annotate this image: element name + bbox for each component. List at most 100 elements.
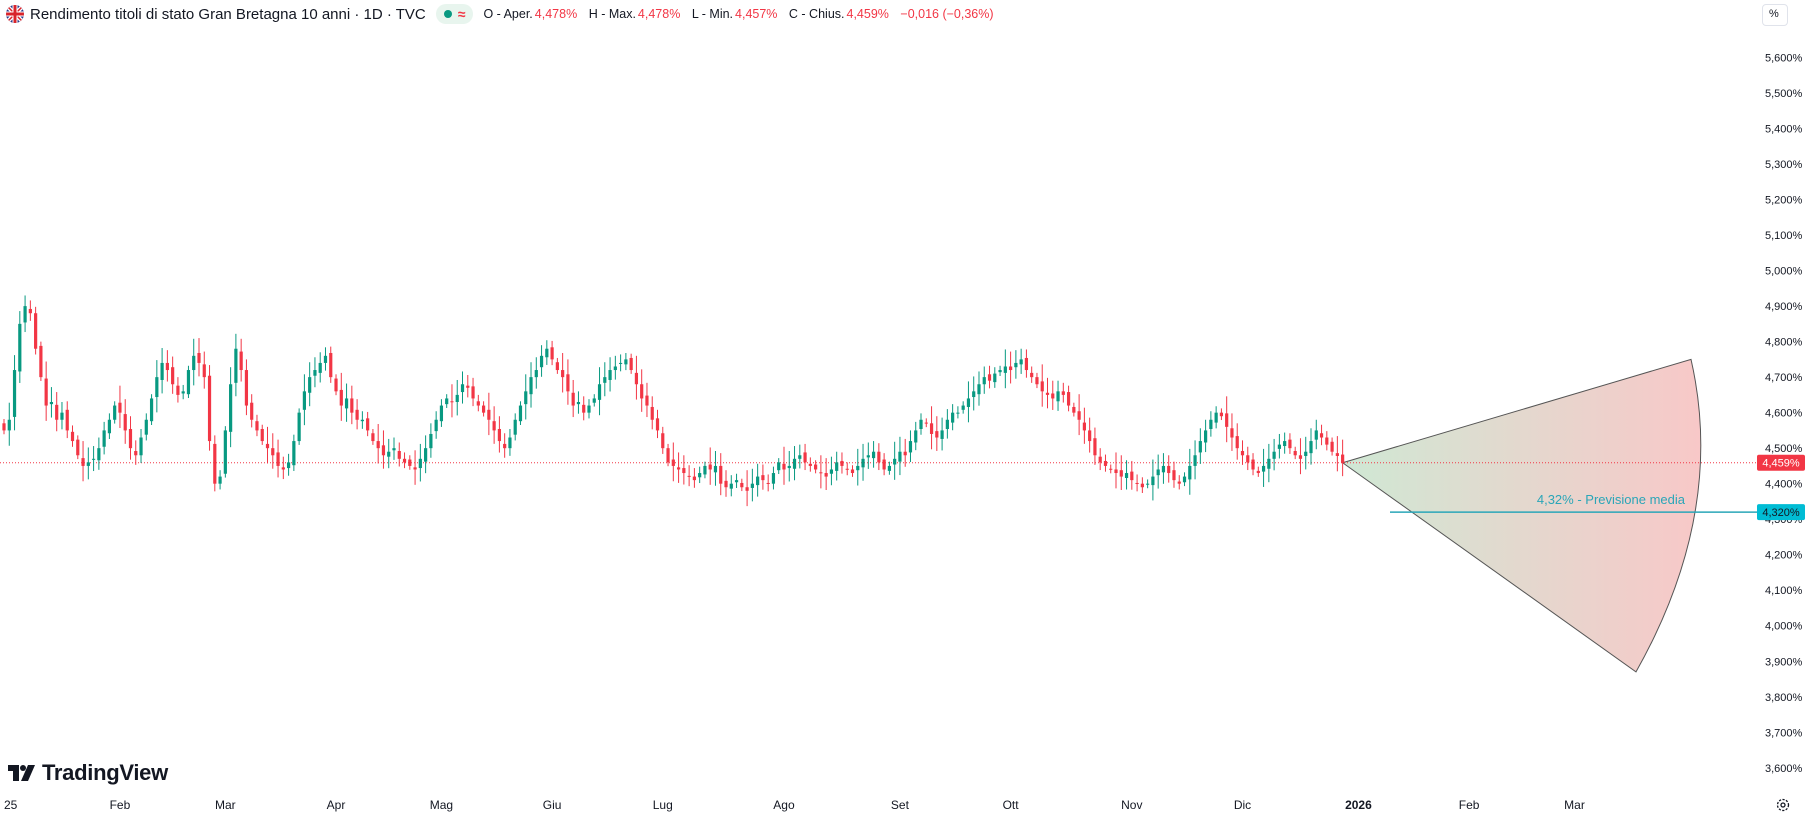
candle-body <box>1182 476 1187 483</box>
candle-body <box>434 419 438 432</box>
low-label: L - Min. <box>691 7 734 21</box>
candle-body <box>323 355 328 363</box>
candle-body <box>487 409 491 420</box>
candle-body <box>1030 372 1034 378</box>
candle-body <box>1156 469 1160 476</box>
candle-body <box>782 463 786 470</box>
candle-body <box>824 473 828 477</box>
candle-body <box>1177 481 1181 484</box>
y-tick-label: 5,500% <box>1765 88 1803 100</box>
candle-body <box>360 419 364 422</box>
candle-body <box>466 385 470 388</box>
candle-body <box>155 377 159 398</box>
candle-body <box>144 419 148 435</box>
candle-body <box>972 391 976 398</box>
candle-body <box>1240 451 1245 456</box>
y-tick-label: 4,700% <box>1765 372 1803 384</box>
candle-body <box>1024 357 1029 371</box>
candle-body <box>576 402 581 405</box>
candle-body <box>1146 483 1150 485</box>
candle-body <box>903 451 907 456</box>
candle-body <box>513 419 517 435</box>
tradingview-logo[interactable]: TradingView <box>8 760 168 786</box>
candle-body <box>798 455 802 459</box>
candlestick-series <box>2 295 1345 507</box>
candle-body <box>128 428 133 449</box>
candle-body <box>624 359 628 365</box>
candle-body <box>1119 470 1123 477</box>
candle-body <box>587 405 591 413</box>
candle-body <box>1172 470 1176 481</box>
candle-body <box>387 451 391 457</box>
candle-body <box>1056 391 1060 402</box>
unit-toggle-button[interactable]: % <box>1762 4 1788 26</box>
candle-body <box>297 412 301 442</box>
candle-body <box>608 370 612 380</box>
candle-body <box>355 409 359 420</box>
candle-body <box>2 423 6 431</box>
y-tick-label: 4,400% <box>1765 479 1803 491</box>
candle-body <box>634 372 639 385</box>
candle-body <box>445 398 449 405</box>
candle-body <box>186 370 191 395</box>
candle-body <box>492 421 496 431</box>
candle-body <box>1019 359 1023 365</box>
candle-body <box>1193 455 1197 466</box>
candle-body <box>993 373 997 383</box>
candle-body <box>687 475 691 477</box>
settings-gear-icon[interactable] <box>1775 797 1791 813</box>
candle-body <box>803 452 807 463</box>
candle-body <box>1161 465 1166 473</box>
price-lines: 4,32% - Previsione media <box>0 462 1805 513</box>
candle-body <box>1151 476 1155 486</box>
candle-body <box>408 459 412 466</box>
candle-body <box>1077 411 1081 420</box>
candle-body <box>192 355 196 371</box>
brand-name: TradingView <box>42 760 168 785</box>
candle-body <box>450 401 454 403</box>
candle-body <box>176 385 180 395</box>
candle-body <box>376 441 380 449</box>
forecast-average-label: 4,32% - Previsione media <box>1537 492 1686 507</box>
market-open-dot-icon <box>443 10 452 18</box>
x-tick-label: Mar <box>215 798 236 812</box>
candle-body <box>1114 469 1118 474</box>
candle-body <box>1288 439 1292 449</box>
last-price-badge-text: 4,459% <box>1762 458 1800 470</box>
candle-body <box>218 476 222 484</box>
candle-body <box>139 437 143 456</box>
candle-body <box>134 451 138 456</box>
candle-body <box>329 352 333 378</box>
candle-body <box>1130 471 1134 481</box>
candle-body <box>60 412 64 420</box>
market-status-pill[interactable]: ≈ <box>435 4 474 24</box>
symbol-title[interactable]: Rendimento titoli di stato Gran Bretagna… <box>30 5 426 23</box>
candle-body <box>260 428 264 442</box>
candle-body <box>344 398 349 409</box>
candle-body <box>671 459 675 466</box>
candle-body <box>582 404 586 413</box>
y-tick-label: 3,800% <box>1765 692 1803 704</box>
candle-body <box>34 313 38 349</box>
candle-body <box>1298 455 1303 459</box>
x-tick-label: Apr <box>327 798 346 812</box>
candle-body <box>929 423 934 434</box>
candle-body <box>661 433 665 449</box>
candle-body <box>481 405 486 413</box>
candle-body <box>12 370 17 417</box>
x-tick-label: Lug <box>653 798 673 812</box>
candle-body <box>1251 459 1255 470</box>
candle-body <box>951 412 955 423</box>
candle-body <box>771 473 776 484</box>
candle-body <box>682 468 686 474</box>
candle-body <box>766 482 770 484</box>
candle-body <box>887 465 891 471</box>
y-tick-label: 4,800% <box>1765 337 1803 349</box>
candle-body <box>555 362 559 371</box>
candle-body <box>1230 428 1234 438</box>
candle-body <box>49 402 54 405</box>
y-tick-label: 4,100% <box>1765 585 1803 597</box>
candle-body <box>982 377 986 385</box>
close-value: 4,459% <box>846 7 889 21</box>
